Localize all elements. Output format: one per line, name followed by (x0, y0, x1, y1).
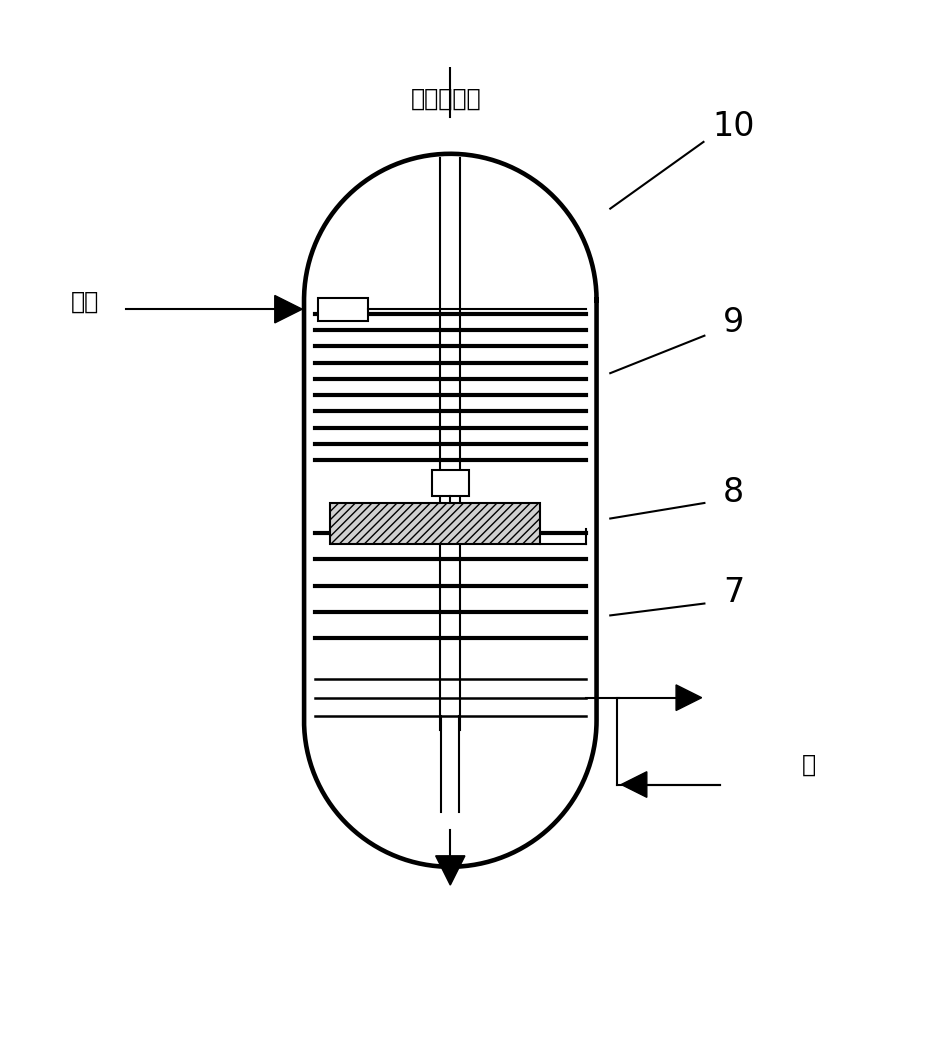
Text: 烟气: 烟气 (70, 290, 98, 313)
Text: 水: 水 (801, 752, 816, 777)
Polygon shape (274, 296, 302, 323)
Bar (317, 298, 368, 321)
Bar (329, 503, 540, 544)
Text: 9: 9 (722, 306, 743, 340)
Text: 8: 8 (722, 476, 743, 508)
Polygon shape (435, 856, 464, 886)
Text: 7: 7 (722, 576, 743, 609)
Polygon shape (620, 771, 646, 798)
Bar (432, 471, 468, 496)
Polygon shape (436, 13, 464, 40)
Text: 过热水蕲气: 过热水蕲气 (410, 87, 480, 111)
Text: 10: 10 (712, 110, 754, 143)
Polygon shape (676, 685, 701, 711)
Polygon shape (304, 154, 596, 867)
